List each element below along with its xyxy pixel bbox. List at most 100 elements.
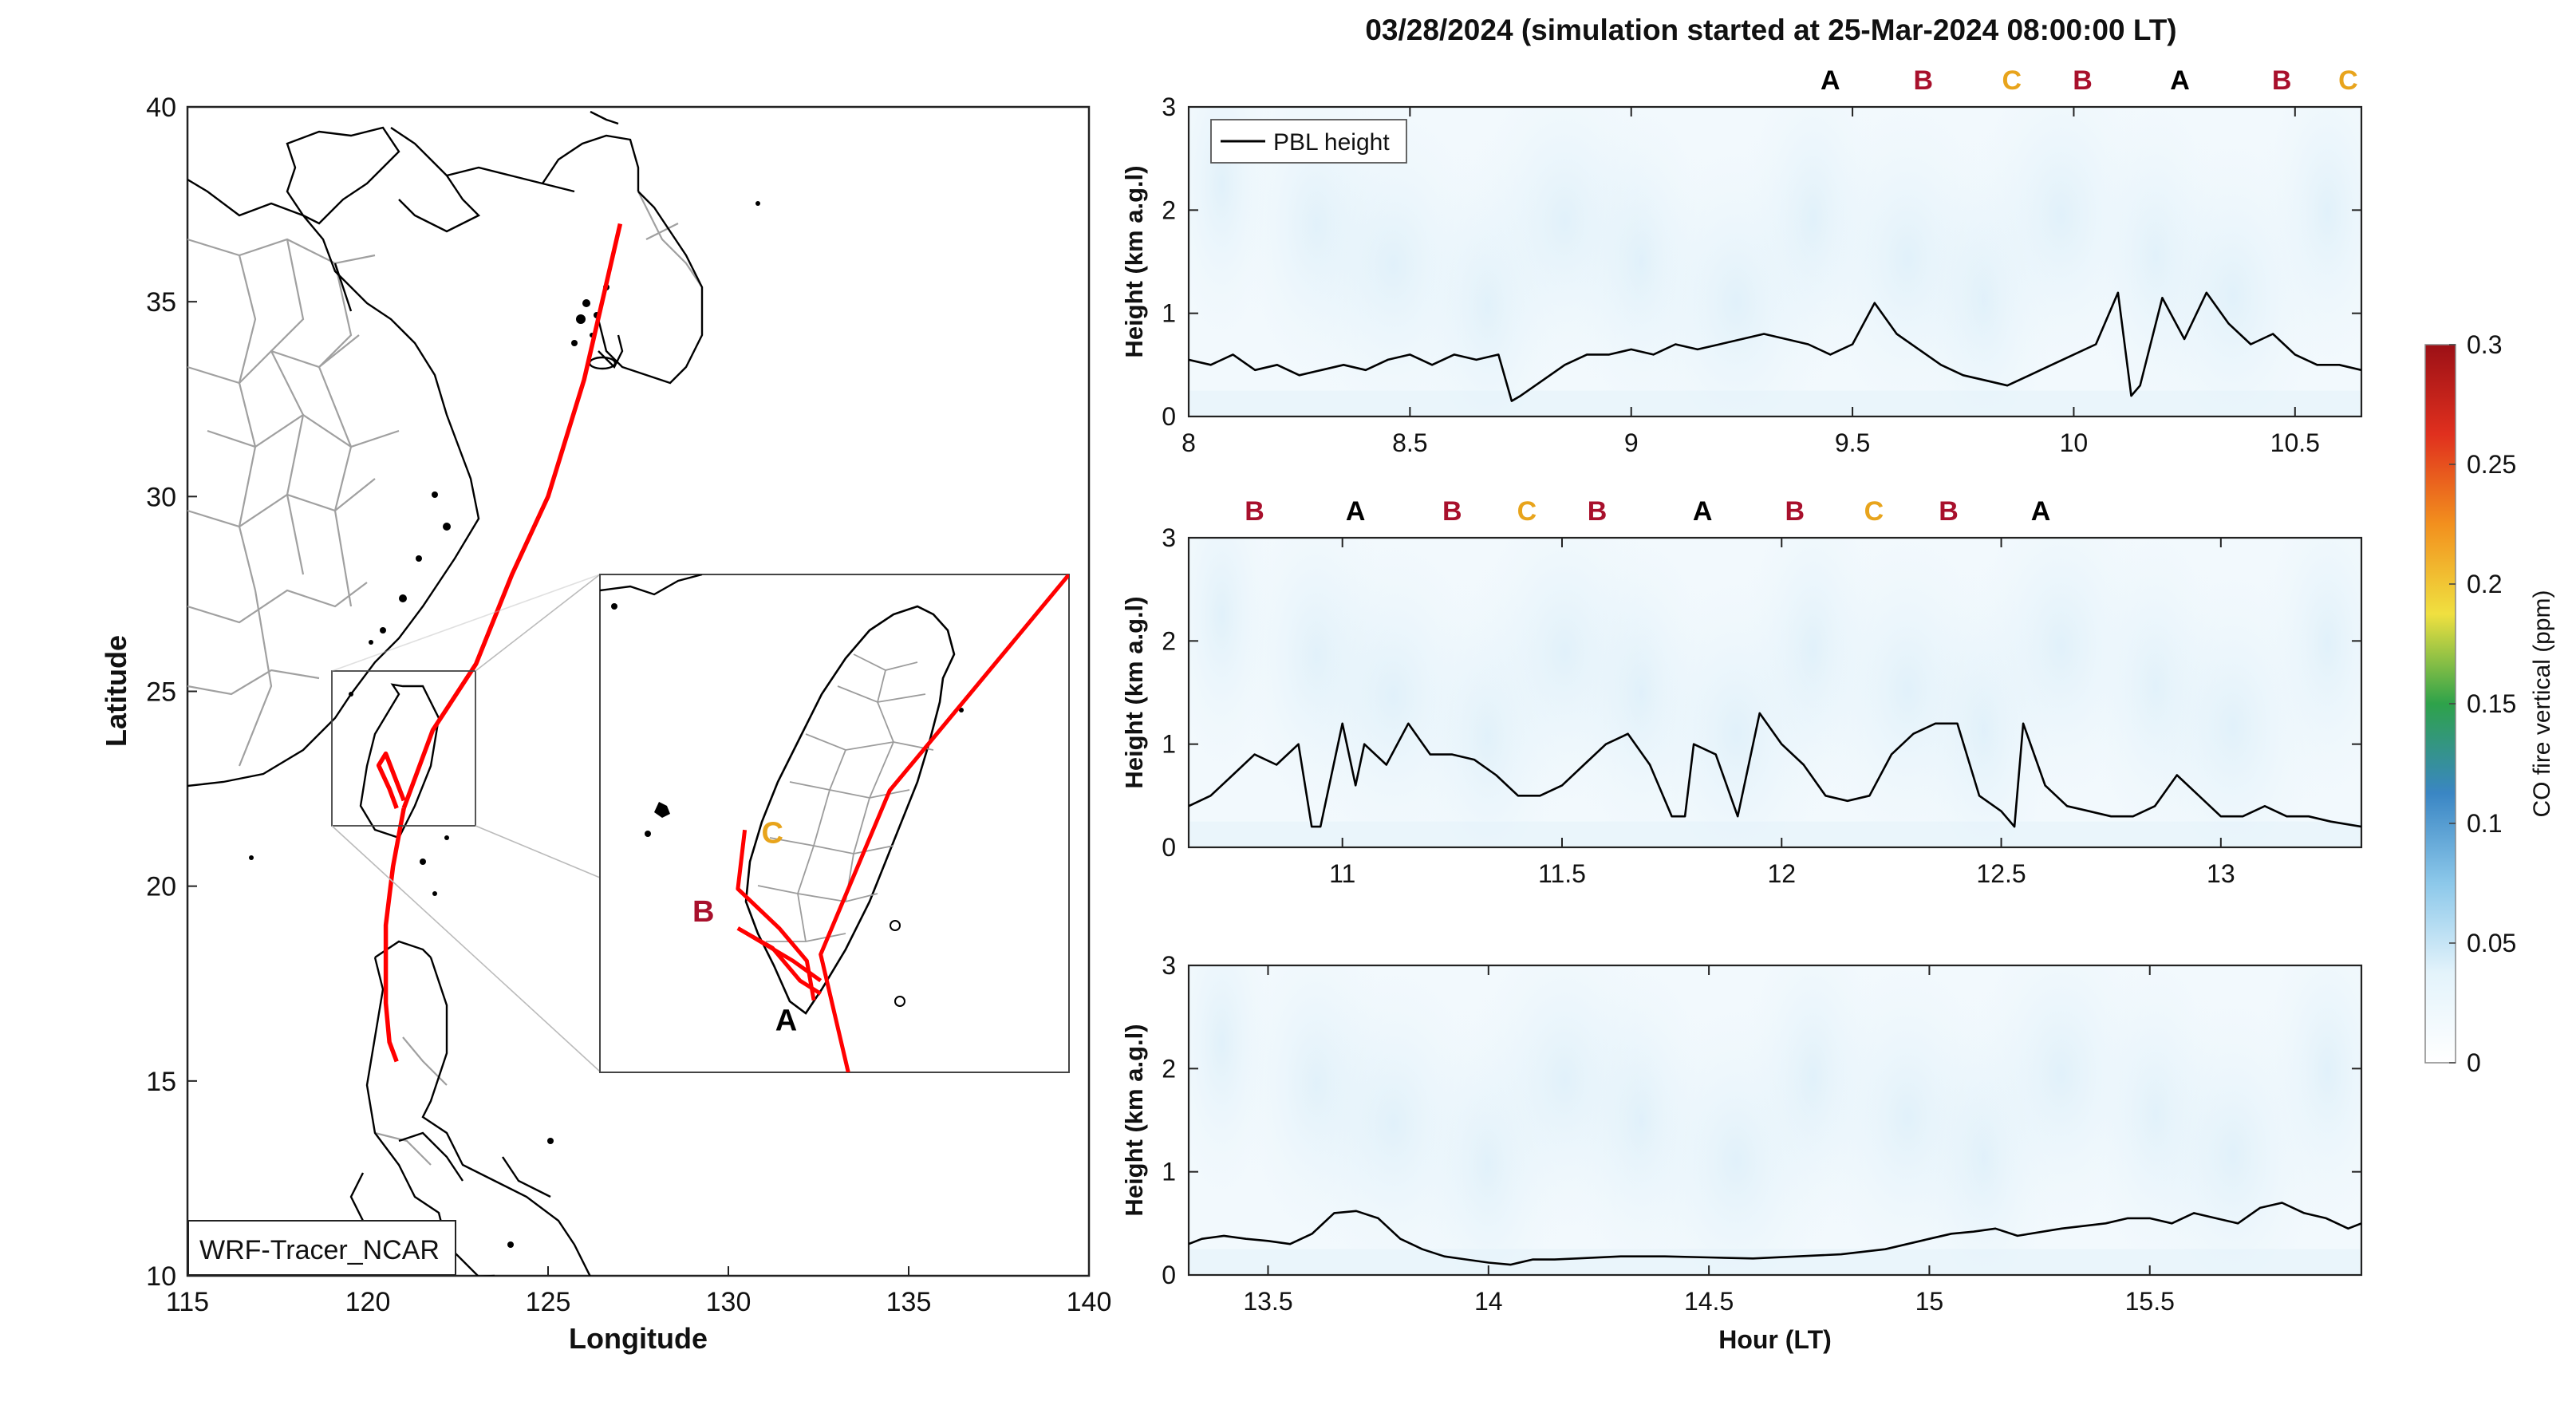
pbl-ytick-label: 2 [1162, 195, 1176, 224]
taiwan-island [744, 605, 956, 1015]
coastlines [187, 110, 704, 1276]
inset-connectors [331, 574, 601, 1072]
pbl-ytick-label: 0 [1162, 402, 1176, 431]
admin-borders [187, 191, 703, 1166]
map-track [376, 751, 406, 809]
colorbar-tick-label: 0.2 [2467, 570, 2502, 598]
pbl-line [1189, 291, 2361, 402]
co-field [1189, 965, 2361, 1275]
inset-letter-B: B [692, 895, 714, 929]
map-track [401, 223, 623, 809]
colorbar-tick-label: 0.1 [2467, 809, 2502, 838]
map-xtick-label: 135 [886, 1287, 932, 1317]
inset-track [736, 926, 823, 996]
pbl-ytick-label: 2 [1162, 1054, 1176, 1083]
map-xlabel: Longitude [569, 1322, 708, 1355]
colorbar-ticks: 0 0.05 0.1 0.15 0.2 0.25 0.3 [2449, 330, 2516, 1077]
pbl-letter-B: B [1442, 496, 1462, 527]
co-field [1189, 107, 2361, 416]
map-ytick-label: 30 [146, 482, 176, 512]
pbl-xtick-label: 9 [1624, 428, 1639, 457]
colorbar-tick-label: 0.3 [2467, 330, 2502, 359]
map-ytick-label: 40 [146, 93, 176, 123]
pbl-ytick-label: 2 [1162, 626, 1176, 655]
pbl-line [1189, 712, 2361, 828]
pbl-letter-B: B [1785, 496, 1805, 527]
pbl-ytick-label: 1 [1162, 299, 1176, 328]
pbl-ylabel: Height (km a.g.l) [1120, 165, 1148, 357]
map-inset: C B A [599, 574, 1070, 1073]
pbl-xtick-label: 13 [2207, 859, 2235, 888]
pbl-xtick-label: 14.5 [1684, 1287, 1734, 1316]
pbl-letter-A: A [1821, 65, 1840, 96]
pbl-frame [1187, 536, 2363, 849]
inset-track [819, 574, 1069, 1072]
inset-letter-C: C [761, 817, 783, 851]
pbl-xtick-label: 10 [2060, 428, 2089, 457]
pbl-letter-B: B [1245, 496, 1264, 527]
map-xtick-label: 120 [345, 1287, 391, 1317]
colorbar-tick-label: 0 [2467, 1048, 2481, 1077]
pbl-ylabel: Height (km a.g.l) [1120, 1024, 1148, 1216]
pbl-xtick-label: 11.5 [1538, 859, 1586, 888]
hour-xlabel: Hour (LT) [1718, 1325, 1832, 1354]
model-label: WRF-Tracer_NCAR [199, 1235, 440, 1265]
pbl-letter-C: C [1517, 496, 1537, 527]
map-ytick-label: 15 [146, 1067, 176, 1097]
pbl-letter-C: C [2002, 65, 2022, 96]
inset-letter-A: A [775, 1004, 797, 1037]
map-ytick-label: 20 [146, 872, 176, 902]
pbl-xtick-label: 8 [1181, 428, 1196, 457]
model-label-box: WRF-Tracer_NCAR [187, 1220, 456, 1276]
map-track [383, 807, 406, 1063]
map-ytick-label: 25 [146, 677, 176, 708]
map-xtick-label: 140 [1067, 1287, 1112, 1317]
pbl-letter-C: C [2338, 65, 2358, 96]
map-xtick-label: 115 [166, 1287, 209, 1317]
colorbar-tick-label: 0.15 [2467, 689, 2516, 718]
pbl-xtick-label: 10.5 [2270, 428, 2320, 457]
colorbar-label: CO fire vertical (ppm) [2529, 590, 2555, 817]
pbl-letter-A: A [1693, 496, 1713, 527]
pbl-letter-A: A [1346, 496, 1366, 527]
pbl-ytick-label: 0 [1162, 1261, 1176, 1289]
pbl-panel-3: 13.5 14 14.5 15 15.5 0 1 2 3 Height (km a.g.l) [1120, 951, 2363, 1316]
coast-islands [249, 201, 760, 1248]
pbl-frame [1187, 964, 2363, 1277]
pbl-xtick-label: 15 [1915, 1287, 1944, 1316]
map-geography [187, 110, 760, 1276]
pbl-legend-label: PBL height [1273, 129, 1390, 156]
map-xtick-label: 130 [706, 1287, 751, 1317]
china-coast-inset [600, 574, 703, 596]
figure-title: 03/28/2024 (simulation started at 25-Mar… [1365, 14, 2176, 46]
pbl-ylabel: Height (km a.g.l) [1120, 596, 1148, 788]
map-ylabel: Latitude [100, 635, 132, 747]
pbl-xtick-label: 11 [1329, 859, 1355, 888]
pbl-ytick-label: 3 [1162, 951, 1176, 980]
map-tracks [376, 223, 623, 1063]
pbl-ytick-label: 3 [1162, 93, 1176, 121]
co-field [1189, 538, 2361, 847]
colorbar: 0 0.05 0.1 0.15 0.2 0.25 0.3 CO fire vertical … [2424, 330, 2555, 1077]
pbl-letter-B: B [1939, 496, 1959, 527]
pbl-letter-C: C [1864, 496, 1884, 527]
map-panel: C B A 115 120 125 130 135 140 10 15 20 25 30 35 40 Lon… [100, 93, 1111, 1355]
map-ytick-label: 35 [146, 287, 176, 318]
pbl-letter-B: B [1914, 65, 1934, 96]
pbl-ytick-label: 1 [1162, 730, 1176, 759]
inset-tracks [736, 574, 1069, 1072]
pbl-panel-1: 8 8.5 9 9.5 10 10.5 0 1 2 3 Height (km a.g.l) A B C B A… [1120, 65, 2363, 457]
pbl-letter-B: B [1588, 496, 1608, 527]
pbl-xtick-label: 13.5 [1243, 1287, 1292, 1316]
pbl-xtick-label: 8.5 [1392, 428, 1427, 457]
inset-letters: C B A [692, 817, 797, 1038]
pbl-line [1189, 1202, 2361, 1266]
map-ytick-label: 10 [146, 1261, 176, 1292]
map-xtick-label: 125 [526, 1287, 571, 1317]
pbl-xtick-label: 9.5 [1835, 428, 1870, 457]
pbl-ytick-label: 3 [1162, 523, 1176, 552]
map-axes: 115 120 125 130 135 140 10 15 20 25 30 35 40 [146, 93, 1111, 1317]
